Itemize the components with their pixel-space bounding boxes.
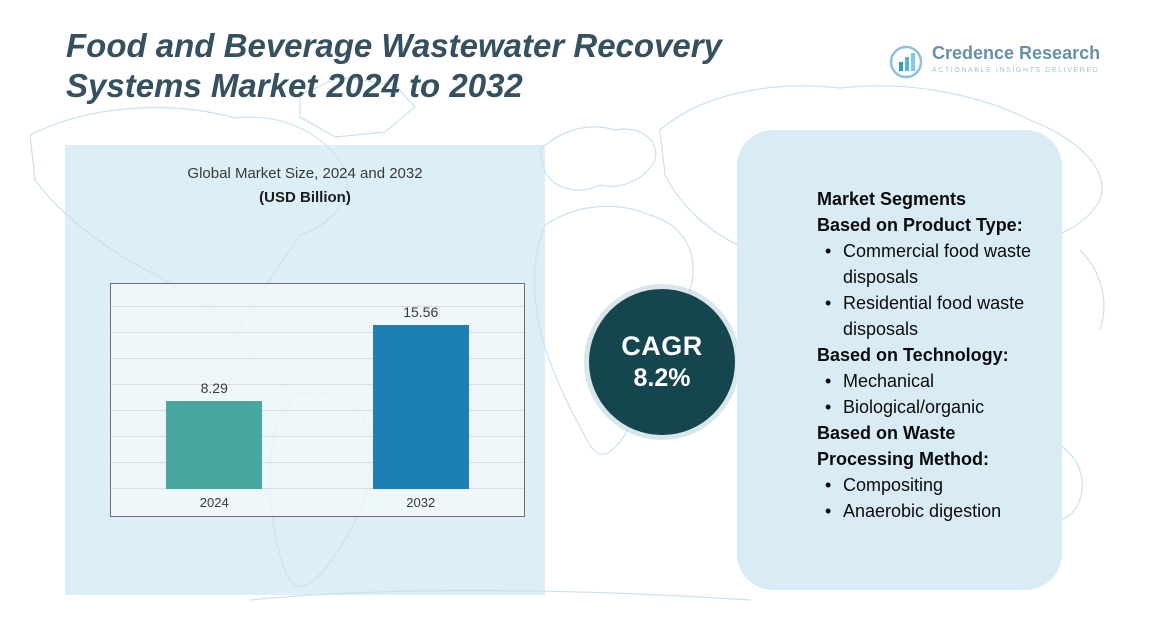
segment-item: Commercial food waste disposals <box>817 238 1046 290</box>
bar-value-label: 15.56 <box>403 304 439 320</box>
segment-item: Compositing <box>817 472 1046 498</box>
bar-chart-circle-icon <box>888 44 924 80</box>
segment-list: MechanicalBiological/organic <box>817 368 1046 420</box>
page-title: Food and Beverage Wastewater Recovery Sy… <box>66 26 722 105</box>
bar-slot: 8.29 2024 <box>111 284 318 516</box>
segment-item: Biological/organic <box>817 394 1046 420</box>
bar <box>166 401 263 489</box>
bar-chart: 8.29 2024 15.56 2032 <box>110 283 525 517</box>
bar-category-label: 2024 <box>199 495 229 510</box>
segment-group-title: Based on Waste Processing Method: <box>817 423 990 469</box>
bar <box>372 325 469 489</box>
chart-title: Global Market Size, 2024 and 2032 <box>187 165 423 182</box>
segments-panel: Market Segments Based on Product Type: Co… <box>737 130 1062 590</box>
brand-logo: Credence Research Actionable Insights De… <box>888 43 1101 80</box>
chart-panel: Global Market Size, 2024 and 2032 (USD B… <box>65 145 545 595</box>
bar-plot: 8.29 2024 15.56 2032 <box>111 284 524 516</box>
chart-subtitle: (USD Billion) <box>259 189 351 206</box>
bar-category-label: 2032 <box>406 495 436 510</box>
brand-name: Credence Research <box>932 43 1101 63</box>
segment-list: CompositingAnaerobic digestion <box>817 472 1046 524</box>
segment-group-title: Based on Product Type: <box>817 215 1023 235</box>
segment-group-title: Based on Technology: <box>817 345 1009 365</box>
bar-value-label: 8.29 <box>200 380 228 396</box>
brand-tagline: Actionable Insights Delivered <box>932 66 1100 74</box>
segments-groups: Based on Product Type: Commercial food wa… <box>817 212 1046 524</box>
cagr-value: 8.2% <box>633 364 691 392</box>
brand-text: Credence Research Actionable Insights De… <box>932 43 1101 74</box>
segment-item: Anaerobic digestion <box>817 498 1046 524</box>
segment-list: Commercial food waste disposalsResidenti… <box>817 238 1046 342</box>
segment-item: Residential food waste disposals <box>817 290 1046 342</box>
cagr-label: CAGR <box>621 331 703 361</box>
segments-heading: Market Segments <box>817 189 967 209</box>
bar-slot: 15.56 2032 <box>318 284 525 516</box>
segment-item: Mechanical <box>817 368 1046 394</box>
page-title-line2: Systems Market 2024 to 2032 <box>66 66 523 104</box>
cagr-badge: CAGR 8.2% <box>589 289 735 435</box>
page-title-line1: Food and Beverage Wastewater Recovery <box>66 27 722 64</box>
